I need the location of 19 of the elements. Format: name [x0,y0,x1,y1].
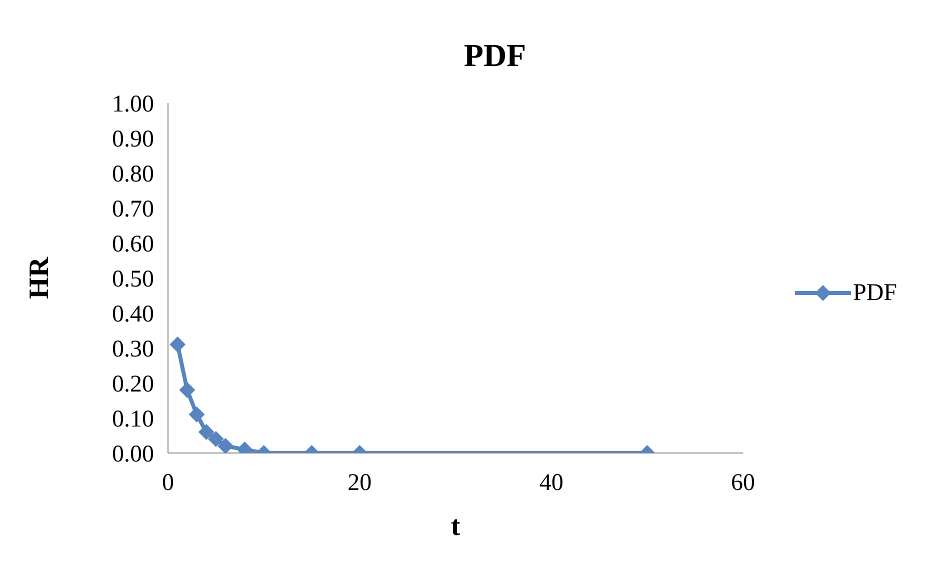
legend-label: PDF [853,280,898,306]
x-tick-label: 40 [539,470,564,496]
y-tick-label: 0.90 [112,126,154,153]
x-tick-label: 60 [731,470,755,496]
y-tick-label: 0.40 [112,302,154,328]
chart-title: PDF [464,37,526,73]
x-tick-label: 0 [162,470,174,496]
x-axis-title: t [450,510,461,542]
y-axis-title: HR [24,256,55,299]
y-tick-label: 0.10 [112,406,154,433]
x-tick-label: 20 [348,470,372,496]
y-tick-label: 0.70 [112,196,154,223]
y-tick-label: 0.00 [112,442,154,468]
y-tick-label: 1.00 [112,92,154,118]
y-tick-label: 0.20 [112,372,154,398]
y-tick-label: 0.50 [112,266,154,293]
y-tick-label: 0.80 [112,162,154,188]
y-tick-label: 0.60 [112,232,154,258]
y-tick-label: 0.30 [112,336,154,363]
